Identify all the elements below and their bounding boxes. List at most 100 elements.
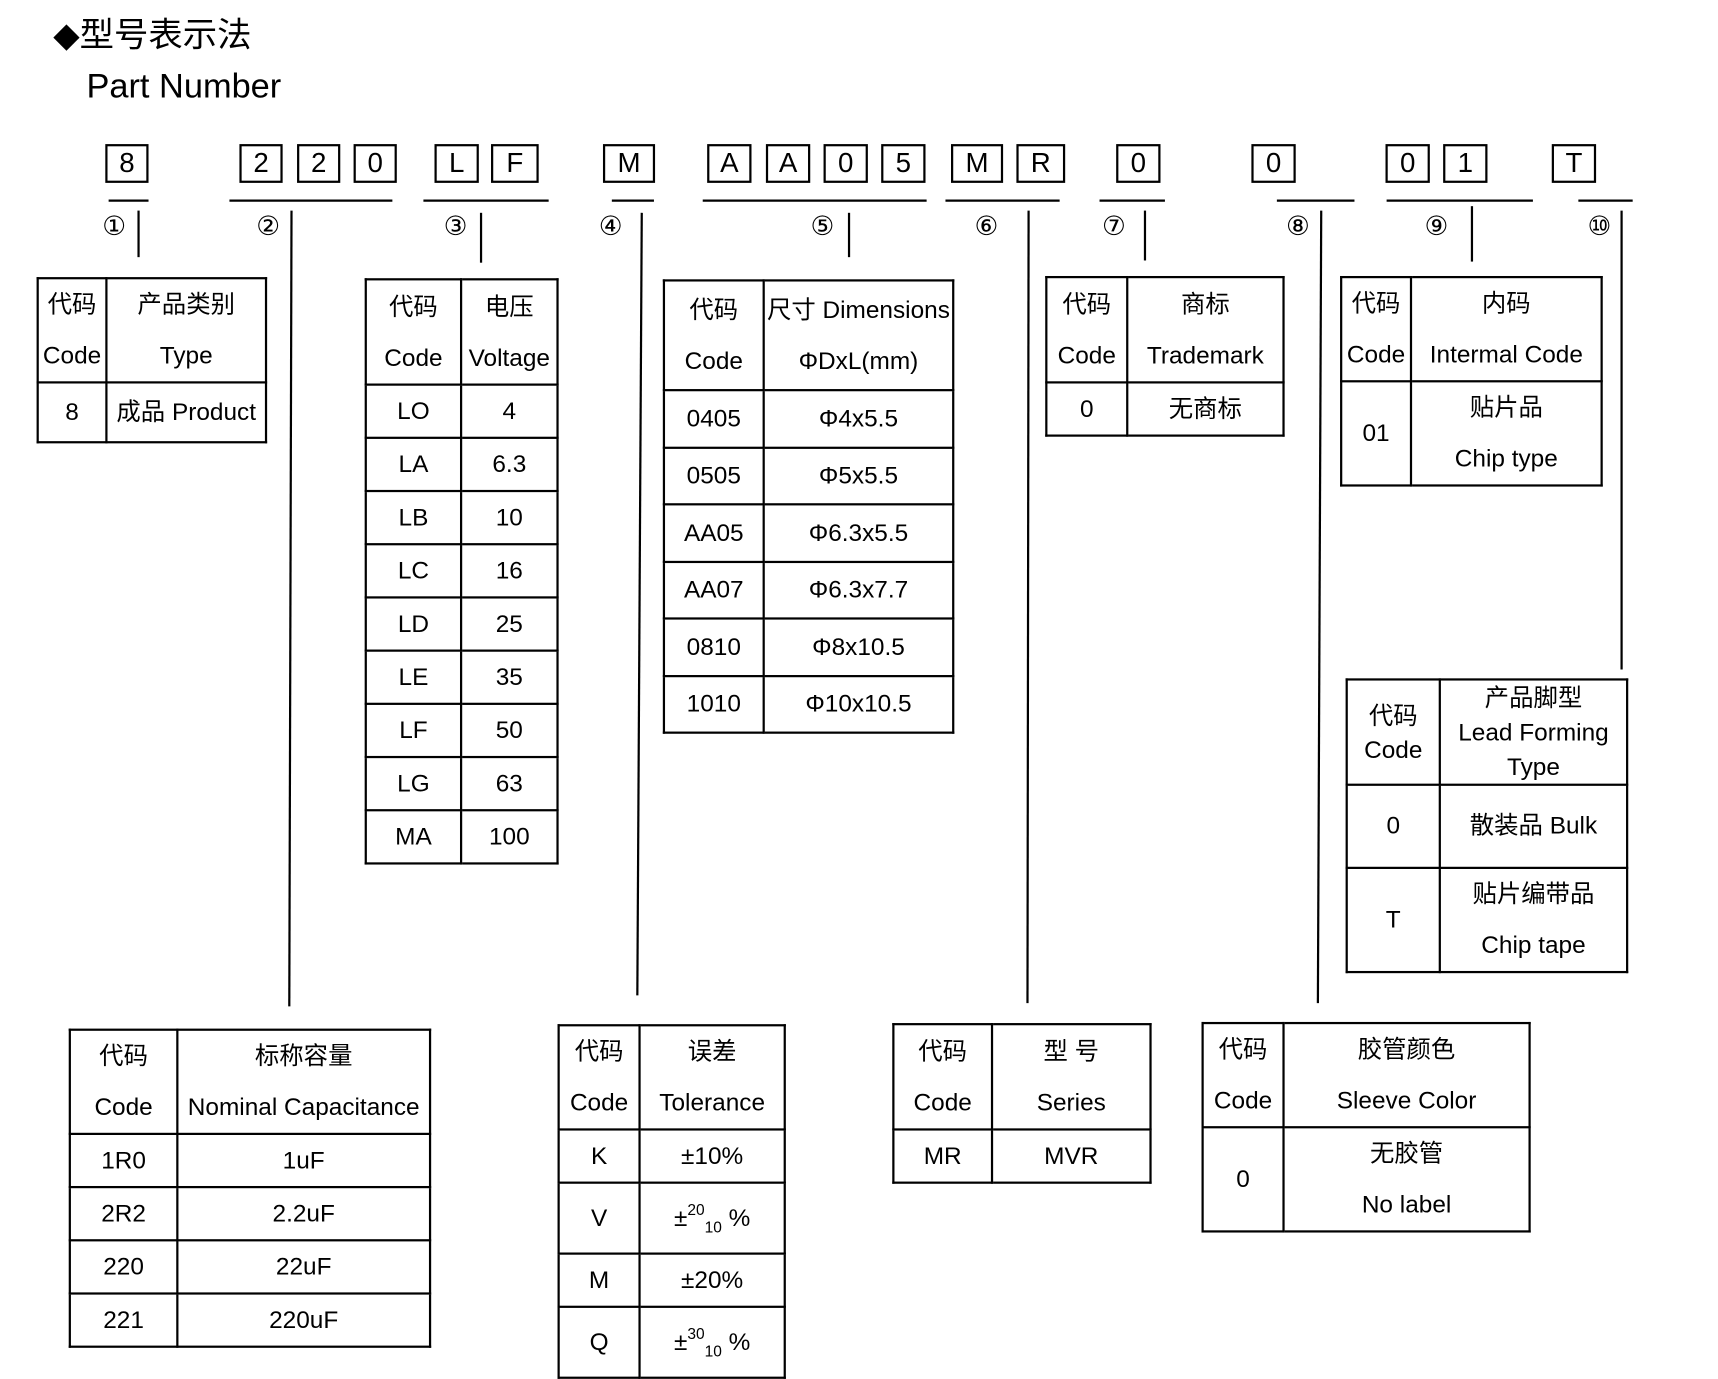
table-row: 221 220uF xyxy=(68,1292,432,1348)
table-row: 1R0 1uF xyxy=(68,1132,432,1189)
position-marker: ⑦ xyxy=(1102,211,1126,242)
column-header: 代码 Code xyxy=(662,279,765,392)
tol-prefix: ± xyxy=(673,1327,688,1356)
trademark-table: 代码 Code 商标 Trademark 0 无商标 xyxy=(1045,275,1285,437)
table-cell: ±2010 % xyxy=(638,1181,786,1255)
table-cell: LB xyxy=(364,489,463,546)
table-header-row: 代码 Code 商标 Trademark xyxy=(1045,275,1285,384)
sleeve-table: 代码 Code 胶管颜色 Sleeve Color 0 无胶管 No label xyxy=(1201,1021,1531,1233)
table-row: M ±20% xyxy=(557,1252,786,1308)
section-title-en: Part Number xyxy=(86,66,282,106)
table-cell: Φ4x5.5 xyxy=(762,389,955,449)
table-cell: MR xyxy=(892,1128,994,1184)
table-cell: Φ6.3x5.5 xyxy=(762,503,955,563)
section-title-cn: ◆型号表示法 xyxy=(53,15,252,55)
table-cell: V xyxy=(557,1181,641,1255)
table-cell: 贴片编带品 Chip tape xyxy=(1438,866,1629,973)
table-row: MA 100 xyxy=(364,809,559,865)
column-header: 电压 Voltage xyxy=(459,278,559,386)
type-table: 代码 Code 产品类别 Type 8 成品 Product xyxy=(36,277,268,444)
tol-lower: 10 xyxy=(704,1218,722,1236)
voltage-table: 代码 Code 电压 Voltage LO 4 LA 6.3 LB 10 LC 16 LD 25 LE 3… xyxy=(364,278,559,865)
table-cell: LO xyxy=(364,383,463,439)
tol-upper: 30 xyxy=(687,1324,705,1343)
table-cell: M xyxy=(557,1252,641,1308)
column-header: 代码 Code xyxy=(1345,678,1441,786)
table-row: LG 63 xyxy=(364,755,559,812)
table-cell: 220 xyxy=(68,1239,179,1295)
position-marker: ④ xyxy=(598,211,623,242)
table-row: 220 22uF xyxy=(68,1239,432,1295)
table-row: 0 散装品 Bulk xyxy=(1345,783,1629,869)
table-cell: 2R2 xyxy=(68,1185,179,1242)
table-cell: 6.3 xyxy=(459,436,559,493)
table-row: 0405 Φ4x5.5 xyxy=(662,389,955,449)
table-cell: 4 xyxy=(459,383,559,439)
table-cell: 0 xyxy=(1045,381,1129,437)
table-cell: T xyxy=(1345,866,1441,973)
table-cell: 01 xyxy=(1340,380,1413,487)
column-header: 代码 Code xyxy=(1201,1021,1285,1129)
tol-suffix: % xyxy=(728,1203,751,1232)
table-row: LD 25 xyxy=(364,596,559,652)
table-cell: 0405 xyxy=(662,389,765,449)
table-cell: MVR xyxy=(990,1128,1152,1184)
table-header-row: 代码 Code 标称容量 Nominal Capacitance xyxy=(68,1028,432,1136)
table-cell: Φ6.3x7.7 xyxy=(762,560,955,620)
table-cell: K xyxy=(557,1128,641,1184)
column-header: 代码 Code xyxy=(557,1024,641,1131)
column-header: 代码 Code xyxy=(1045,275,1129,384)
table-cell: LG xyxy=(364,755,463,812)
column-header: 代码 Code xyxy=(364,278,463,386)
table-cell: LE xyxy=(364,649,463,705)
lead-table: 代码 Code 产品脚型 Lead Forming Type 0 散装品 Bulk T 贴… xyxy=(1345,678,1629,973)
table-cell: 1010 xyxy=(662,674,765,734)
table-row: LE 35 xyxy=(364,649,559,705)
table-cell: 25 xyxy=(459,596,559,652)
table-row: LO 4 xyxy=(364,383,559,439)
column-header: 代码 Code xyxy=(892,1023,994,1131)
table-cell: 22uF xyxy=(176,1239,432,1295)
table-row: 0505 Φ5x5.5 xyxy=(662,446,955,506)
column-header: 误差 Tolerance xyxy=(638,1024,786,1131)
column-header: 型 号 Series xyxy=(990,1023,1152,1131)
table-cell: 8 xyxy=(36,381,108,444)
position-marker: ③ xyxy=(443,211,468,242)
code-char-box: M xyxy=(602,144,656,183)
table-row: LF 50 xyxy=(364,702,559,759)
code-char-box: 0 xyxy=(353,144,397,183)
table-cell: 16 xyxy=(459,543,559,599)
table-cell: LD xyxy=(364,596,463,652)
table-cell: ±20% xyxy=(638,1252,786,1308)
position-marker: ① xyxy=(102,211,127,242)
code-char-box: 8 xyxy=(105,144,149,183)
table-row: 0 无胶管 No label xyxy=(1201,1126,1531,1233)
tol-upper: 20 xyxy=(687,1200,705,1219)
tol-prefix: ± xyxy=(673,1203,688,1232)
code-char-box: 0 xyxy=(823,144,868,183)
column-header: 尺寸 Dimensions ΦDxL(mm) xyxy=(762,279,955,392)
table-cell: 成品 Product xyxy=(105,381,268,444)
position-marker: ⑤ xyxy=(810,211,835,242)
table-cell: 无商标 xyxy=(1126,381,1285,437)
code-char-box: T xyxy=(1551,144,1597,183)
table-row: T 贴片编带品 Chip tape xyxy=(1345,866,1629,973)
column-header: 标称容量 Nominal Capacitance xyxy=(176,1028,432,1136)
column-header: 产品脚型 Lead Forming Type xyxy=(1438,678,1629,786)
code-char-box: A xyxy=(707,144,752,183)
table-row: K ±10% xyxy=(557,1128,786,1184)
table-row: LA 6.3 xyxy=(364,436,559,493)
code-char-box: 2 xyxy=(239,144,283,183)
code-char-box: A xyxy=(765,144,811,183)
table-header-row: 代码 Code 胶管颜色 Sleeve Color xyxy=(1201,1021,1531,1129)
code-char-box: 1 xyxy=(1443,144,1488,183)
table-cell: 220uF xyxy=(176,1292,432,1348)
code-char-box: L xyxy=(434,144,479,183)
table-row: 0810 Φ8x10.5 xyxy=(662,617,955,677)
code-char-box: 0 xyxy=(1251,144,1296,183)
position-marker: ② xyxy=(256,211,281,242)
table-cell: 无胶管 No label xyxy=(1282,1126,1531,1233)
table-cell: LC xyxy=(364,543,463,599)
